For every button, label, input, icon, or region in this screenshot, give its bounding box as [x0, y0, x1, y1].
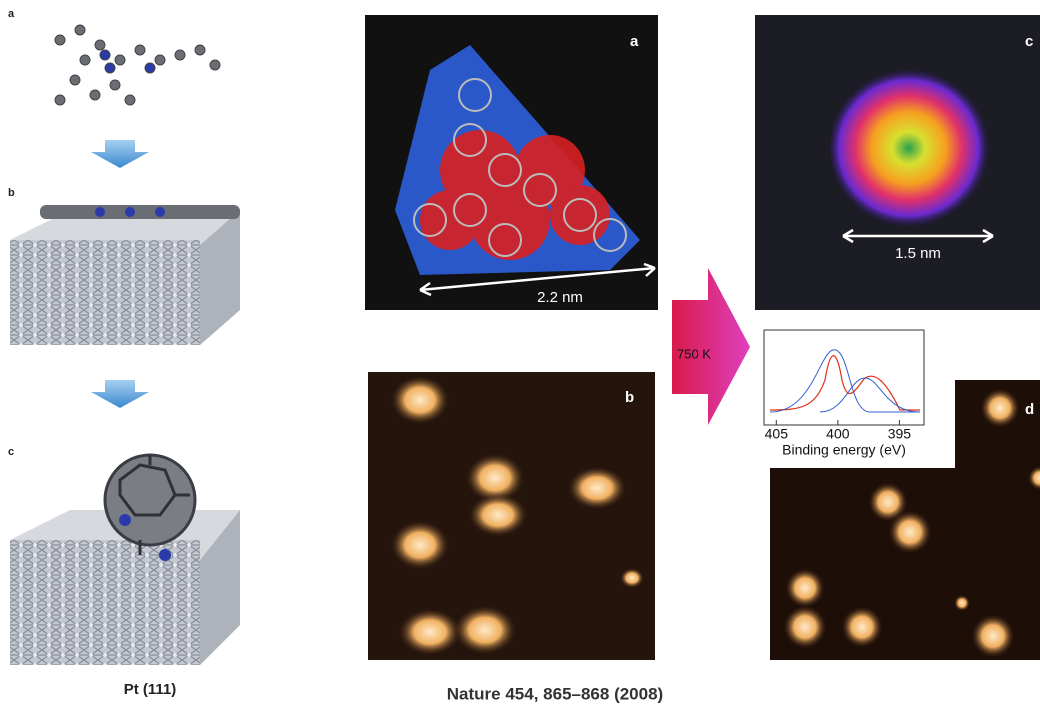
plot-frame	[764, 330, 924, 425]
arrow	[91, 380, 149, 408]
adsorbed-molecule	[40, 205, 240, 219]
anneal-label: 750 K	[677, 346, 711, 361]
x-axis-label: Binding energy (eV)	[782, 442, 906, 458]
slab	[10, 540, 200, 665]
stm-c: c 1.5 nm	[755, 15, 1040, 310]
slab	[10, 240, 200, 345]
substrate-label: Pt (111)	[124, 681, 177, 698]
stm-b: b	[368, 372, 655, 660]
x-tick-label: 400	[826, 426, 850, 442]
panel-label: c	[1025, 33, 1033, 50]
panel-label: b	[8, 187, 15, 199]
panel-label: b	[625, 389, 634, 406]
panel-label: c	[8, 446, 14, 458]
panel-label: a	[630, 33, 639, 50]
panel-label: d	[1025, 401, 1034, 418]
left-column: a b c Pt (111)	[8, 8, 240, 698]
figure: a b c Pt (111) a 2.2 nm b 750 K c 1.5 nm…	[0, 0, 1040, 706]
scale-label: 2.2 nm	[537, 289, 583, 306]
anneal-arrow: 750 K	[672, 268, 750, 425]
scale-label: 1.5 nm	[895, 245, 941, 262]
molecule	[55, 25, 220, 105]
x-tick-label: 395	[888, 426, 912, 442]
x-tick-label: 405	[765, 426, 789, 442]
arrow	[91, 140, 149, 168]
stm-a: a 2.2 nm	[365, 15, 658, 310]
citation: Nature 454, 865–868 (2008)	[447, 684, 663, 703]
panel-label: a	[8, 8, 15, 20]
xps-inset: Binding energy (eV) 405 400 395	[764, 330, 924, 458]
molecule	[830, 68, 994, 228]
